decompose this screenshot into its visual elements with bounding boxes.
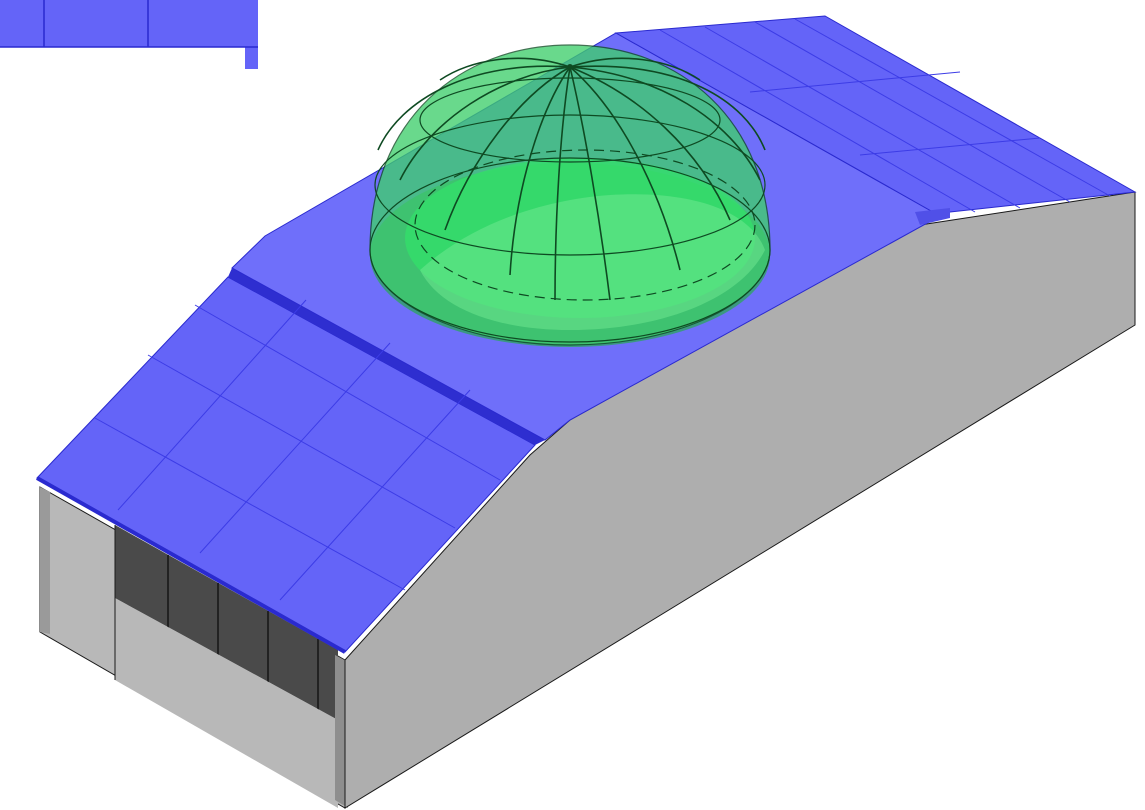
front-gable-wall bbox=[39, 486, 348, 809]
roof-back-slope bbox=[614, 15, 1137, 217]
roof-ridge-step bbox=[228, 268, 545, 445]
side-wall bbox=[344, 191, 1136, 809]
inset-tab bbox=[245, 47, 258, 69]
transparent-dome bbox=[369, 44, 771, 347]
roof-fragment-inset bbox=[0, 0, 258, 69]
hangar-door bbox=[115, 525, 338, 720]
inset-panel bbox=[0, 0, 258, 47]
